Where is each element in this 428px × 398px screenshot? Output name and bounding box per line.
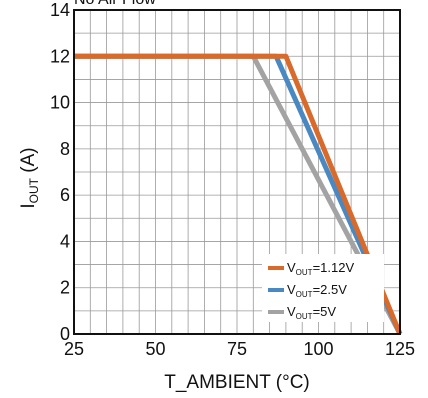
x-tick-label: 50 xyxy=(145,339,165,359)
y-tick-label: 12 xyxy=(50,46,70,66)
y-axis-label-main: I xyxy=(18,203,39,208)
y-tick-label: 0 xyxy=(60,324,70,344)
plot-frame xyxy=(73,9,401,335)
x-tick-label: 75 xyxy=(227,339,247,359)
x-tick-label: 100 xyxy=(303,339,333,359)
legend-label-sub: OUT xyxy=(296,268,313,277)
legend-label-main: V xyxy=(287,282,296,297)
series-lines xyxy=(74,53,403,336)
x-axis-ticks: 25 50 75 100 125 xyxy=(64,339,415,359)
x-tick-label: 125 xyxy=(385,339,415,359)
legend-label-main: V xyxy=(287,304,296,319)
y-tick-label: 8 xyxy=(60,139,70,159)
legend-label-sub: OUT xyxy=(296,312,313,321)
y-axis-label-rest: (A) xyxy=(18,147,39,178)
y-tick-label: 6 xyxy=(60,185,70,205)
y-axis-label: IOUT (A) xyxy=(18,147,41,208)
y-tick-label: 10 xyxy=(50,93,70,113)
legend-label-rest: =1.12V xyxy=(313,260,355,275)
legend-label-main: V xyxy=(287,260,296,275)
legend-label-rest: =2.5V xyxy=(313,282,348,297)
legend-label-sub: OUT xyxy=(296,290,313,299)
chart-title-cut: No Air Flow xyxy=(74,0,156,8)
legend-label: VOUT=1.12V xyxy=(287,260,354,277)
y-axis-label-sub: OUT xyxy=(27,177,41,203)
legend-label: VOUT=2.5V xyxy=(287,282,347,299)
x-tick-label: 25 xyxy=(64,339,84,359)
series-line xyxy=(74,53,403,335)
y-axis-ticks: 0 2 4 6 8 10 12 14 xyxy=(50,0,70,344)
x-axis-label: T_AMBIENT (°C) xyxy=(164,372,310,393)
chart-title: No Air Flow xyxy=(74,0,156,8)
y-tick-label: 14 xyxy=(50,0,70,20)
legend-label: VOUT=5V xyxy=(287,304,336,321)
y-tick-label: 4 xyxy=(60,231,70,251)
y-tick-label: 2 xyxy=(60,278,70,298)
legend-label-rest: =5V xyxy=(313,304,337,319)
